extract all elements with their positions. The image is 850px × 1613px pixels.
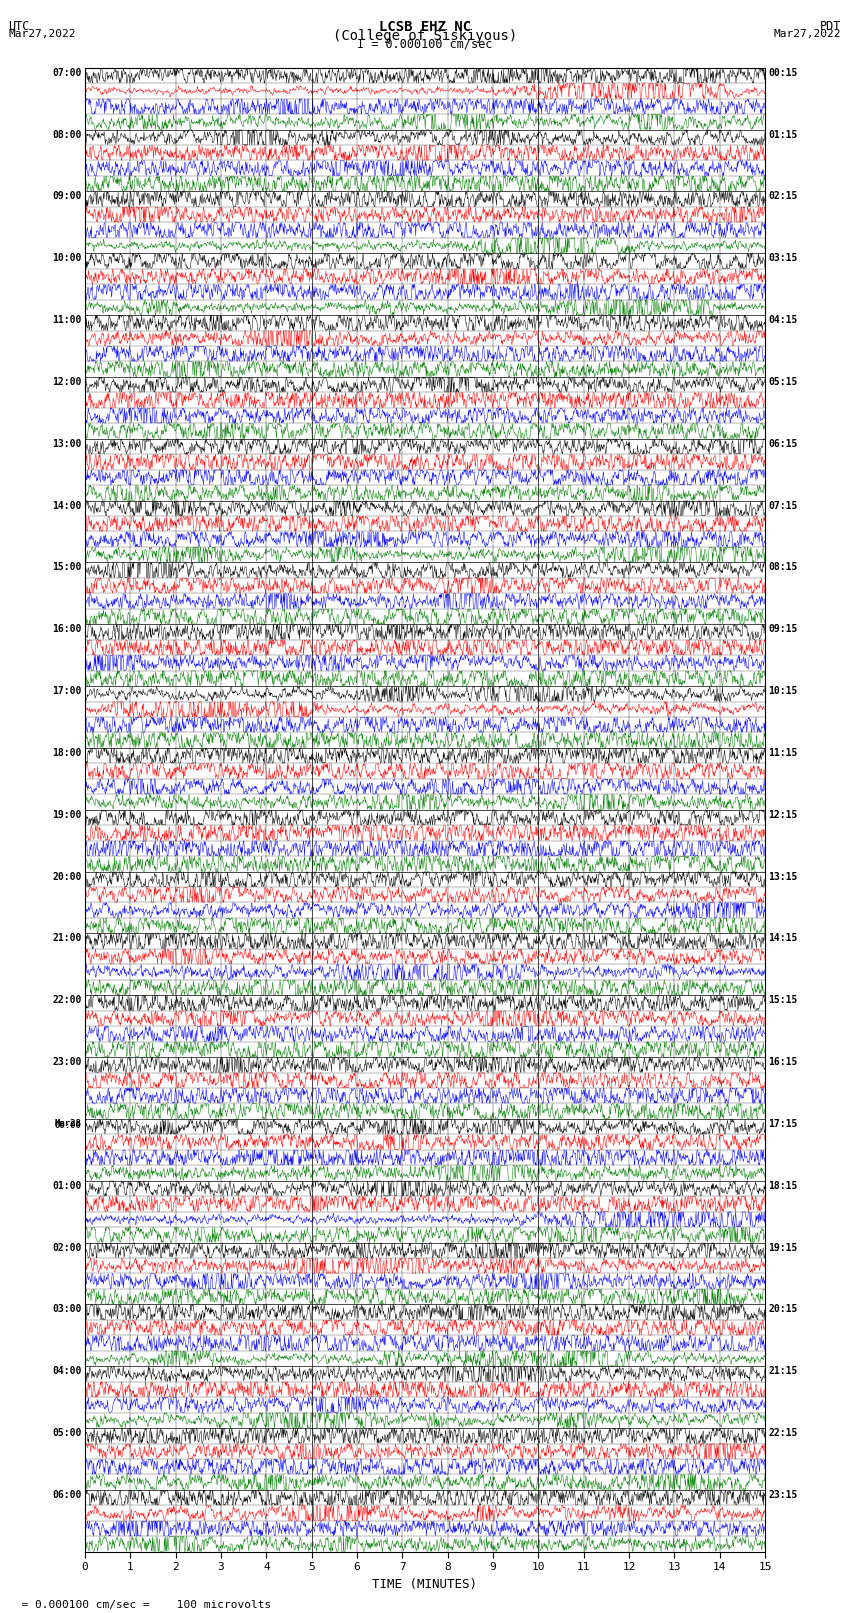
Text: 02:00: 02:00 bbox=[52, 1242, 82, 1253]
Text: 11:00: 11:00 bbox=[52, 315, 82, 326]
Text: 15:00: 15:00 bbox=[52, 563, 82, 573]
Text: 06:15: 06:15 bbox=[768, 439, 798, 448]
Text: 17:15: 17:15 bbox=[768, 1119, 798, 1129]
Text: 19:00: 19:00 bbox=[52, 810, 82, 819]
Text: PDT: PDT bbox=[820, 19, 842, 34]
Text: 18:00: 18:00 bbox=[52, 748, 82, 758]
Text: 20:15: 20:15 bbox=[768, 1305, 798, 1315]
Text: 10:00: 10:00 bbox=[52, 253, 82, 263]
Text: 07:00: 07:00 bbox=[52, 68, 82, 77]
Text: 00:00: 00:00 bbox=[54, 1121, 82, 1131]
Text: 13:15: 13:15 bbox=[768, 871, 798, 882]
Text: 18:15: 18:15 bbox=[768, 1181, 798, 1190]
Text: 00:15: 00:15 bbox=[768, 68, 798, 77]
Text: 11:15: 11:15 bbox=[768, 748, 798, 758]
Text: 06:00: 06:00 bbox=[52, 1490, 82, 1500]
Text: (College of Siskiyous): (College of Siskiyous) bbox=[333, 29, 517, 44]
Text: 15:15: 15:15 bbox=[768, 995, 798, 1005]
Text: 02:15: 02:15 bbox=[768, 192, 798, 202]
Text: 21:00: 21:00 bbox=[52, 934, 82, 944]
Text: 09:15: 09:15 bbox=[768, 624, 798, 634]
Text: 16:15: 16:15 bbox=[768, 1057, 798, 1068]
Text: 05:00: 05:00 bbox=[52, 1428, 82, 1439]
Text: 17:00: 17:00 bbox=[52, 686, 82, 697]
Text: = 0.000100 cm/sec =    100 microvolts: = 0.000100 cm/sec = 100 microvolts bbox=[8, 1600, 272, 1610]
Text: Mar27,2022: Mar27,2022 bbox=[8, 29, 76, 39]
Text: 04:00: 04:00 bbox=[52, 1366, 82, 1376]
Text: 01:00: 01:00 bbox=[52, 1181, 82, 1190]
Text: 20:00: 20:00 bbox=[52, 871, 82, 882]
Text: 08:15: 08:15 bbox=[768, 563, 798, 573]
Text: 08:00: 08:00 bbox=[52, 129, 82, 140]
Text: 10:15: 10:15 bbox=[768, 686, 798, 697]
Text: Mar28: Mar28 bbox=[54, 1119, 82, 1127]
Text: LCSB EHZ NC: LCSB EHZ NC bbox=[379, 19, 471, 34]
Text: 12:00: 12:00 bbox=[52, 377, 82, 387]
Text: 03:15: 03:15 bbox=[768, 253, 798, 263]
Text: 13:00: 13:00 bbox=[52, 439, 82, 448]
Text: 16:00: 16:00 bbox=[52, 624, 82, 634]
Text: 14:00: 14:00 bbox=[52, 500, 82, 511]
Text: 03:00: 03:00 bbox=[52, 1305, 82, 1315]
X-axis label: TIME (MINUTES): TIME (MINUTES) bbox=[372, 1578, 478, 1590]
Text: UTC: UTC bbox=[8, 19, 30, 34]
Text: 23:00: 23:00 bbox=[52, 1057, 82, 1068]
Text: 23:15: 23:15 bbox=[768, 1490, 798, 1500]
Text: 07:15: 07:15 bbox=[768, 500, 798, 511]
Text: 01:15: 01:15 bbox=[768, 129, 798, 140]
Text: 14:15: 14:15 bbox=[768, 934, 798, 944]
Text: 21:15: 21:15 bbox=[768, 1366, 798, 1376]
Text: 09:00: 09:00 bbox=[52, 192, 82, 202]
Text: 04:15: 04:15 bbox=[768, 315, 798, 326]
Text: Mar27,2022: Mar27,2022 bbox=[774, 29, 842, 39]
Text: 12:15: 12:15 bbox=[768, 810, 798, 819]
Text: 22:15: 22:15 bbox=[768, 1428, 798, 1439]
Text: I = 0.000100 cm/sec: I = 0.000100 cm/sec bbox=[357, 37, 493, 52]
Text: 19:15: 19:15 bbox=[768, 1242, 798, 1253]
Text: 22:00: 22:00 bbox=[52, 995, 82, 1005]
Text: 05:15: 05:15 bbox=[768, 377, 798, 387]
